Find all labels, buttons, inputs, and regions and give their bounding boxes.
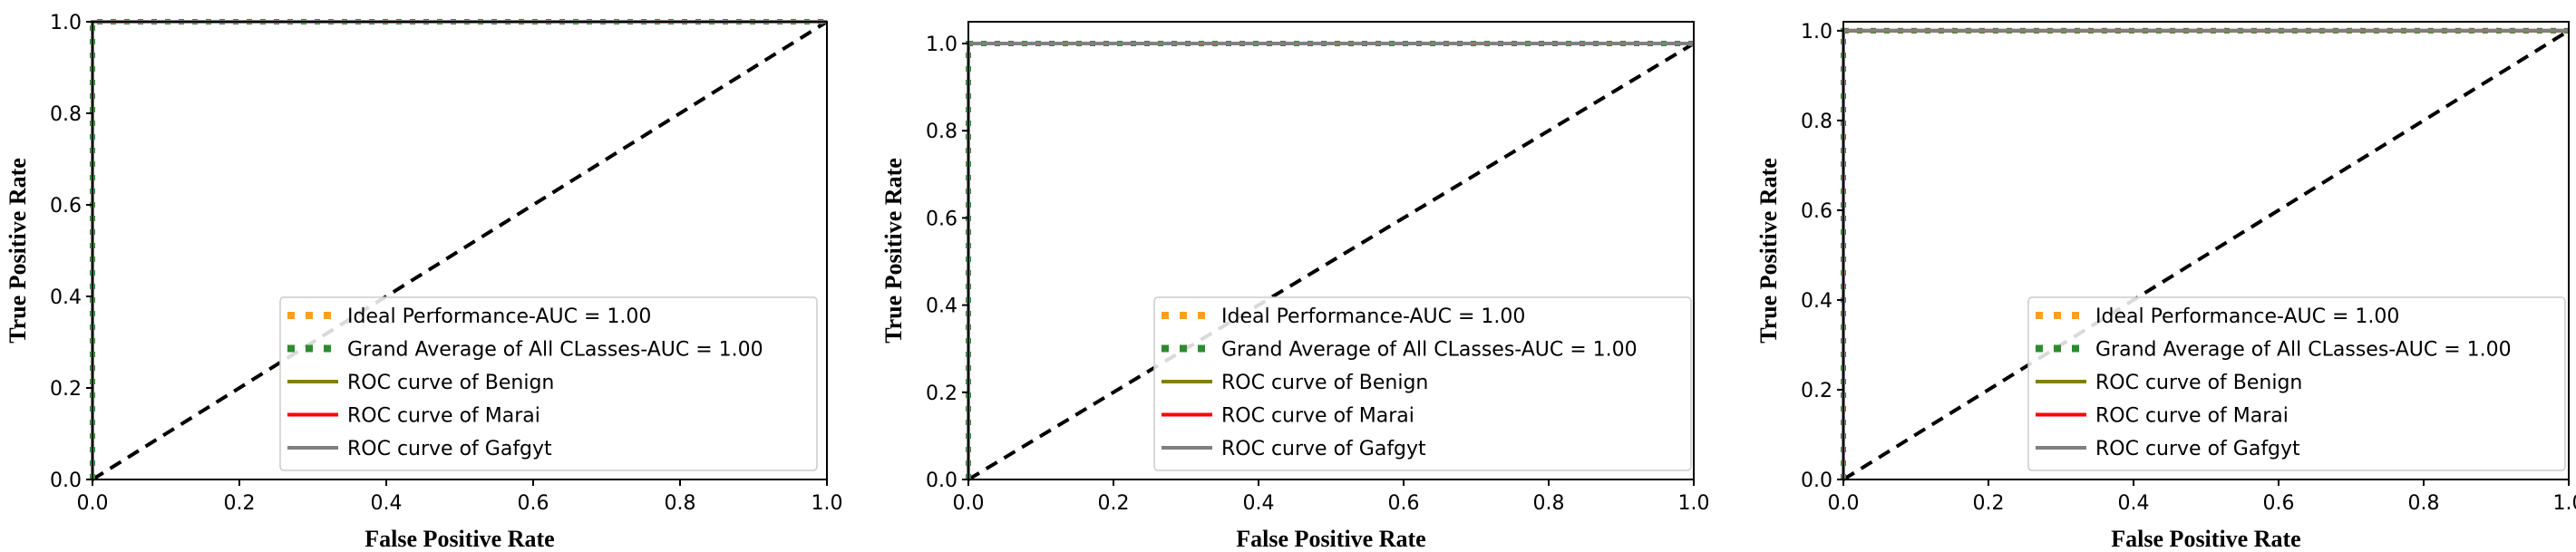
x-tick-label: 1.0 bbox=[2553, 492, 2576, 515]
y-axis-label: True Positive Rate bbox=[1755, 158, 1782, 344]
x-axis-label: False Positive Rate bbox=[2111, 526, 2300, 552]
y-tick-label: 1.0 bbox=[926, 34, 957, 56]
legend-box bbox=[1153, 296, 1692, 471]
x-tick-label: 0.6 bbox=[1388, 492, 1420, 515]
y-tick-label: 0.8 bbox=[1801, 111, 1832, 133]
x-tick-label: 0.8 bbox=[2408, 492, 2440, 515]
legend-label-4: ROC curve of Marai bbox=[347, 405, 540, 428]
legend-label-4: ROC curve of Marai bbox=[1221, 405, 1414, 428]
legend-label-1: Ideal Performance-AUC = 1.00 bbox=[347, 305, 651, 328]
y-tick-label: 0.8 bbox=[50, 103, 82, 126]
y-tick-label: 0.8 bbox=[926, 121, 957, 143]
plot-frame bbox=[1842, 21, 2570, 480]
x-tick-label: 0.0 bbox=[77, 492, 109, 515]
plot-frame bbox=[967, 21, 1695, 480]
legend: Ideal Performance-AUC = 1.00 Grand Averag… bbox=[1153, 296, 1692, 471]
x-axis-label: False Positive Rate bbox=[365, 526, 554, 552]
roc-panel-3: 0.0 0.2 0.4 0.6 0.8 1.0 0.0 0.2 0.4 0.6 0.8 1.0 Fals… bbox=[1755, 21, 2576, 552]
x-tick-label: 0.2 bbox=[1098, 492, 1130, 515]
x-tick-label: 0.4 bbox=[1243, 492, 1275, 515]
legend-label-3: ROC curve of Benign bbox=[347, 372, 554, 394]
y-tick-label: 0.0 bbox=[50, 470, 82, 492]
legend-label-2: Grand Average of All CLasses-AUC = 1.00 bbox=[2095, 339, 2512, 362]
legend-label-2: Grand Average of All CLasses-AUC = 1.00 bbox=[347, 339, 763, 362]
chance-diagonal-line bbox=[91, 20, 829, 481]
legend-label-4: ROC curve of Marai bbox=[2095, 405, 2289, 428]
y-tick-label: 0.4 bbox=[926, 295, 957, 318]
y-tick-label: 0.0 bbox=[1801, 470, 1832, 492]
legend-label-2: Grand Average of All CLasses-AUC = 1.00 bbox=[1221, 339, 1638, 362]
legend-label-5: ROC curve of Gafgyt bbox=[1221, 438, 1426, 460]
legend: Ideal Performance-AUC = 1.00 Grand Averag… bbox=[2027, 296, 2566, 471]
y-tick-label: 0.6 bbox=[50, 195, 82, 218]
x-tick-label: 0.4 bbox=[2118, 492, 2150, 515]
x-tick-label: 1.0 bbox=[812, 492, 843, 515]
legend-label-5: ROC curve of Gafgyt bbox=[2095, 438, 2300, 460]
y-tick-label: 0.4 bbox=[1801, 290, 1832, 313]
x-tick-label: 0.6 bbox=[518, 492, 549, 515]
y-tick-label: 0.2 bbox=[1801, 380, 1832, 402]
y-tick-label: 1.0 bbox=[50, 12, 82, 34]
x-axis-label: False Positive Rate bbox=[1236, 526, 1425, 552]
legend-label-3: ROC curve of Benign bbox=[2095, 372, 2302, 394]
y-tick-label: 0.2 bbox=[926, 383, 957, 405]
x-tick-label: 0.8 bbox=[1533, 492, 1565, 515]
x-tick-label: 0.2 bbox=[1973, 492, 2005, 515]
y-tick-label: 1.0 bbox=[1801, 21, 1832, 44]
y-tick-label: 0.6 bbox=[926, 208, 957, 230]
roc-panel-1: 0.0 0.2 0.4 0.6 0.8 1.0 0.0 0.2 0.4 0.6 0.8 1.0 Fals… bbox=[5, 12, 843, 552]
legend-label-1: Ideal Performance-AUC = 1.00 bbox=[1221, 305, 1525, 328]
y-axis-label: True Positive Rate bbox=[880, 158, 907, 344]
legend: Ideal Performance-AUC = 1.00 Grand Averag… bbox=[279, 296, 818, 471]
x-tick-label: 0.0 bbox=[1828, 492, 1860, 515]
plot-frame bbox=[92, 21, 828, 480]
legend-box bbox=[2027, 296, 2566, 471]
y-tick-label: 0.4 bbox=[50, 286, 82, 309]
x-tick-label: 0.6 bbox=[2263, 492, 2295, 515]
legend-box bbox=[279, 296, 818, 471]
legend-label-1: Ideal Performance-AUC = 1.00 bbox=[2095, 305, 2399, 328]
x-tick-label: 0.8 bbox=[665, 492, 696, 515]
legend-label-3: ROC curve of Benign bbox=[1221, 372, 1428, 394]
legend-label-5: ROC curve of Gafgyt bbox=[347, 438, 552, 460]
y-axis-label: True Positive Rate bbox=[5, 158, 31, 344]
roc-panel-2: 0.0 0.2 0.4 0.6 0.8 1.0 0.0 0.2 0.4 0.6 0.8 1.0 Fals… bbox=[880, 21, 1710, 552]
y-tick-label: 0.6 bbox=[1801, 200, 1832, 223]
y-tick-label: 0.2 bbox=[50, 378, 82, 401]
chance-diagonal-line bbox=[1842, 29, 2571, 481]
x-tick-label: 1.0 bbox=[1678, 492, 1710, 515]
chance-diagonal-line bbox=[967, 42, 1696, 481]
x-tick-label: 0.0 bbox=[953, 492, 985, 515]
y-tick-label: 0.0 bbox=[926, 470, 957, 492]
x-tick-label: 0.2 bbox=[224, 492, 256, 515]
x-tick-label: 0.4 bbox=[371, 492, 403, 515]
